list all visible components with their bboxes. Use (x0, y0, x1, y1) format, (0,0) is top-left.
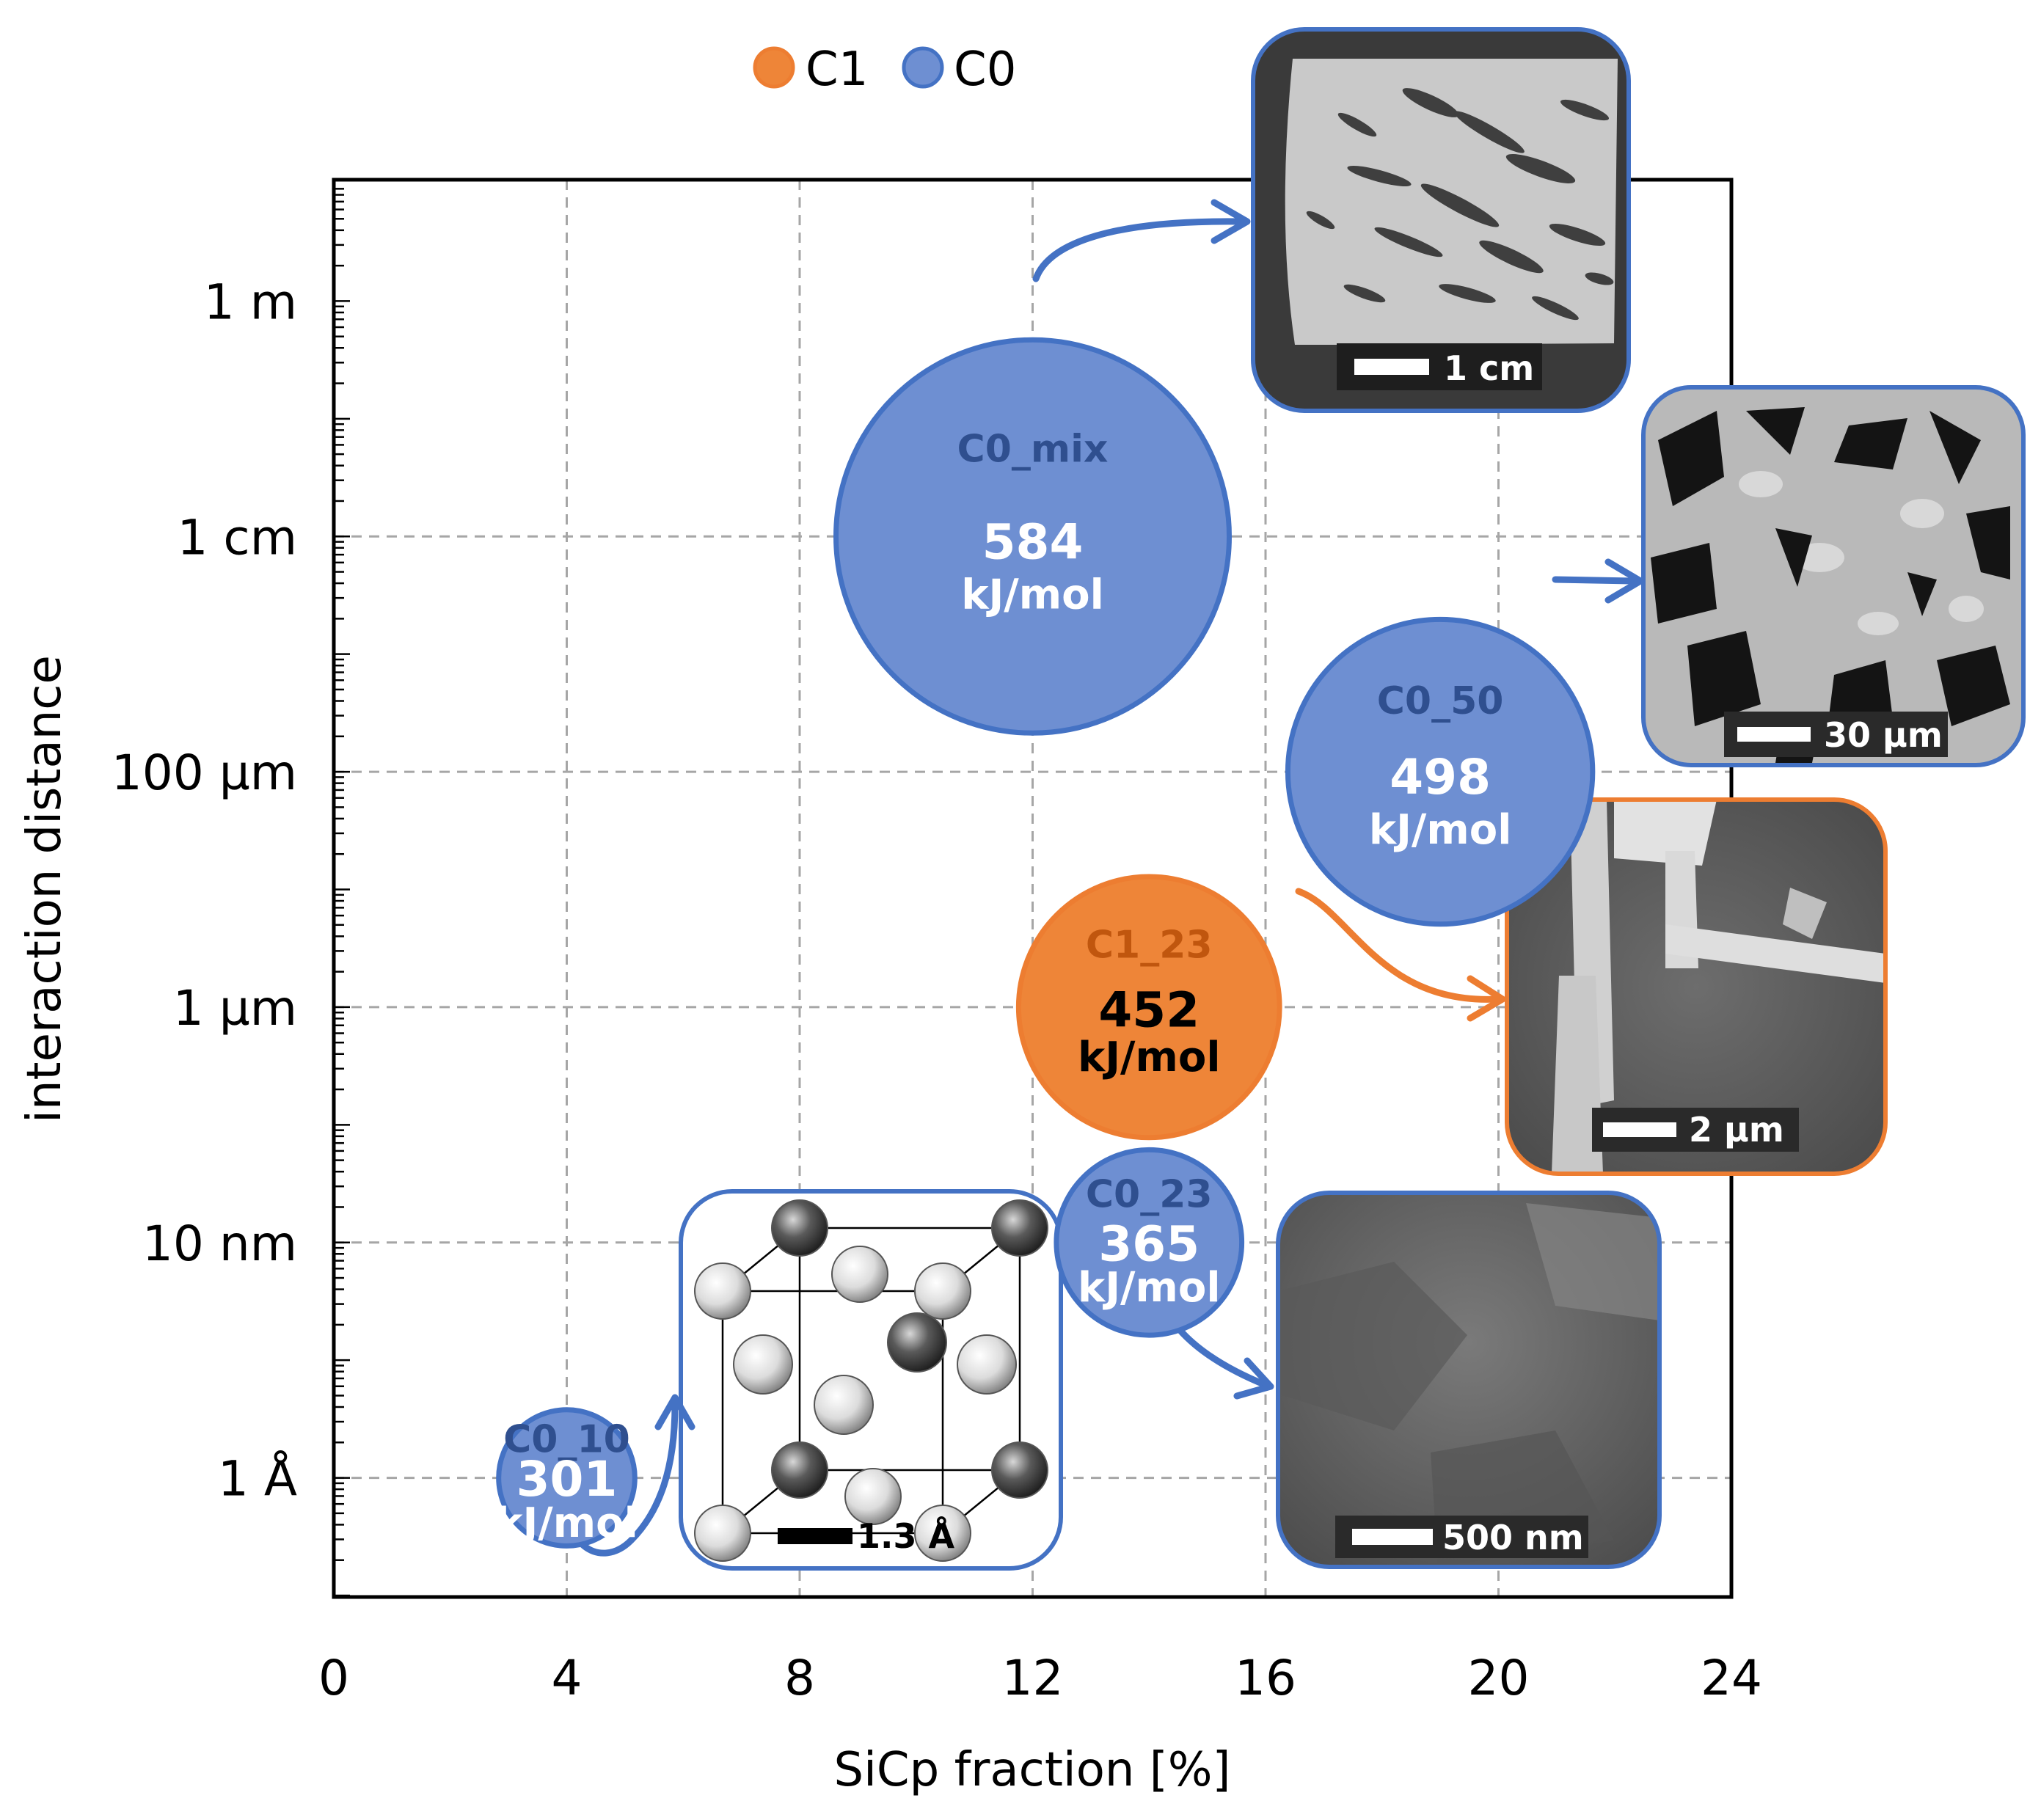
y-tick-label: 1 µm (173, 980, 297, 1037)
arrow-c1-23 (1295, 888, 1506, 1022)
x-tick-label: 12 (1002, 1650, 1064, 1706)
x-tick-label: 20 (1468, 1650, 1530, 1706)
bubble-marker (833, 337, 1232, 736)
bubbles: C0_mix584kJ/molC0_50498kJ/molC1_23452kJ/… (495, 337, 1596, 1549)
bubble-label: C0_23 (1086, 1173, 1213, 1217)
bubble-unit: kJ/mol (1369, 806, 1512, 854)
y-tick-labels: 1 m 1 cm 100 µm 1 µm 10 nm 1 Å (112, 274, 297, 1507)
x-tick-label: 8 (784, 1650, 815, 1706)
bubble-label: C1_23 (1086, 923, 1213, 967)
x-tick-label: 16 (1235, 1650, 1296, 1706)
x-tick-labels: 0 4 8 12 16 20 24 (318, 1650, 1762, 1706)
x-tick-label: 0 (318, 1650, 349, 1706)
bubble-marker (1054, 1147, 1245, 1338)
bubble-value: 498 (1390, 749, 1491, 805)
legend: C1 C0 (753, 43, 1016, 97)
scale-bar-label-sem-2um: 2 µm (1689, 1110, 1784, 1150)
bubble-value: 584 (982, 514, 1084, 570)
y-tick-label: 1 Å (218, 1451, 297, 1507)
y-tick-label: 100 µm (112, 745, 297, 801)
y-minor-ticks (334, 188, 350, 1597)
inset-macro-photo: 1 cm (1251, 27, 1631, 413)
legend-label-c0: C0 (954, 43, 1016, 97)
y-tick-label: 1 m (204, 274, 297, 330)
bubble-value: 301 (516, 1451, 618, 1507)
y-tick-label: 1 cm (177, 509, 297, 566)
bubble-unit: kJ/mol (495, 1499, 638, 1547)
scale-bar-label-lattice: 1.3 Å (857, 1516, 955, 1556)
bubble-label: C0_50 (1377, 679, 1504, 723)
bubble-label: C0_mix (957, 427, 1109, 471)
scale-bar-label-sem-500nm: 500 nm (1442, 1518, 1584, 1557)
bubble-label: C0_10 (503, 1417, 630, 1461)
y-axis-title: interaction distance (18, 655, 72, 1123)
bubble-value: 365 (1098, 1216, 1200, 1272)
legend-marker-c1 (753, 46, 795, 89)
bubble-marker (496, 1407, 638, 1549)
inset-crystal-lattice: 1.3 Å (679, 1189, 1063, 1571)
bubble-unit: kJ/mol (1078, 1034, 1221, 1081)
inset-sem-30um: 30 µm (1641, 385, 2026, 767)
scale-bar-label-sem-30um: 30 µm (1824, 715, 1943, 755)
inset-sem-2um: 2 µm (1505, 797, 1888, 1176)
scale-bar-label-macro: 1 cm (1444, 348, 1534, 388)
inset-sem-500nm: 500 nm (1276, 1191, 1662, 1569)
x-tick-label: 4 (552, 1650, 583, 1706)
x-tick-label: 24 (1701, 1650, 1762, 1706)
bubble-marker (1015, 874, 1282, 1141)
legend-label-c1: C1 (806, 43, 868, 97)
legend-marker-c0 (902, 46, 944, 89)
y-tick-label: 10 nm (142, 1216, 297, 1272)
bubble-value: 452 (1098, 982, 1200, 1039)
arrow-c0-mix (1032, 199, 1251, 282)
bubble-unit: kJ/mol (961, 571, 1104, 618)
bubble-unit: kJ/mol (1078, 1264, 1221, 1312)
x-axis-title: SiCp fraction [%] (834, 1743, 1231, 1797)
bubble-marker (1285, 616, 1596, 927)
arrow-c0-50 (1552, 558, 1644, 604)
